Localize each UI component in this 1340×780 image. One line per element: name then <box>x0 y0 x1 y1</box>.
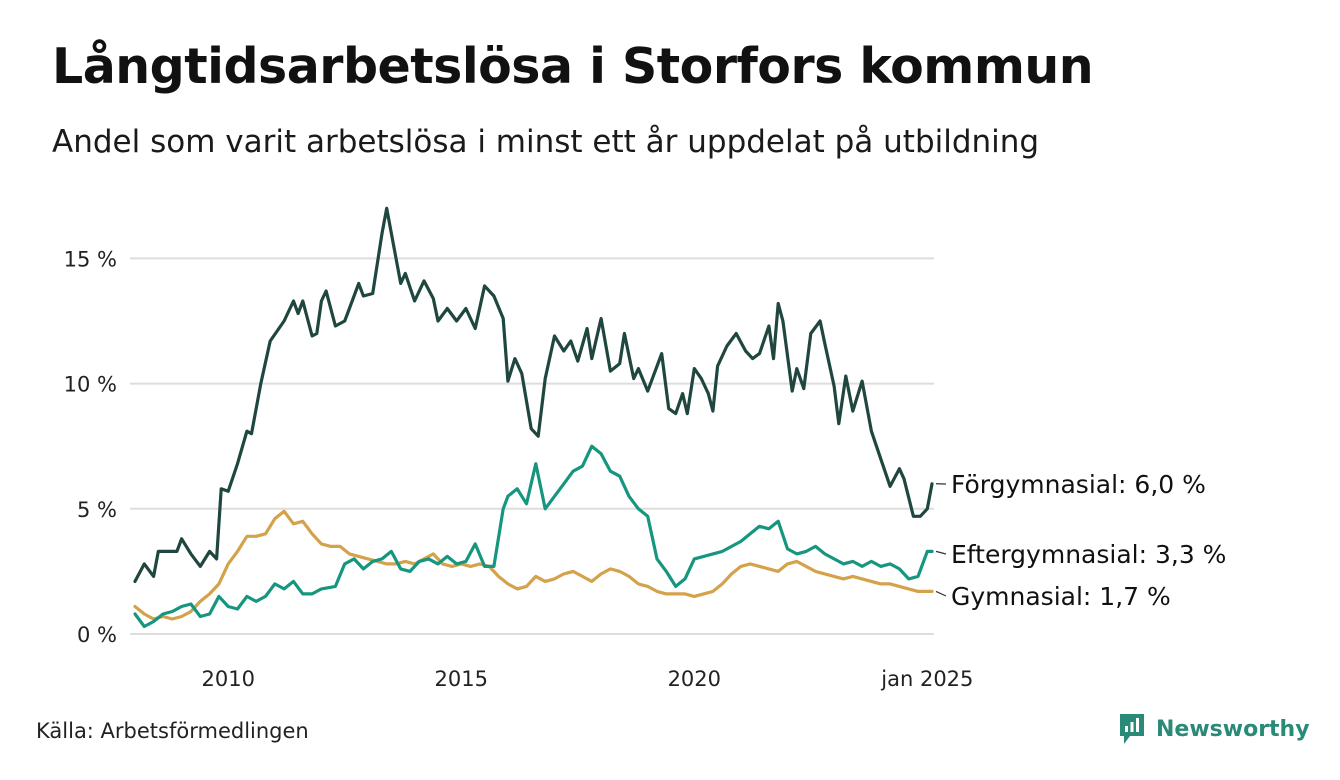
series-label-förgymnasial: Förgymnasial: 6,0 % <box>951 470 1206 499</box>
source-note: Källa: Arbetsförmedlingen <box>36 719 309 743</box>
y-axis-ticks: 0 % 5 % 10 % 15 % <box>64 247 117 647</box>
y-tick-label: 0 % <box>77 623 117 647</box>
gridlines <box>130 257 934 635</box>
x-tick-label: 2010 <box>201 667 254 691</box>
x-tick-label: jan 2025 <box>880 667 973 691</box>
chart-subtitle: Andel som varit arbetslösa i minst ett å… <box>52 124 1040 160</box>
x-axis-ticks: 2010 2015 2020 jan 2025 <box>201 667 973 691</box>
series-line-gymnasial <box>133 509 934 621</box>
brand-logo[interactable]: Newsworthy <box>1118 712 1310 746</box>
y-tick-label: 5 % <box>77 498 117 522</box>
x-tick-label: 2020 <box>668 667 721 691</box>
brand-name: Newsworthy <box>1156 716 1310 742</box>
y-tick-label: 15 % <box>64 247 117 271</box>
series-label-gymnasial: Gymnasial: 1,7 % <box>951 582 1171 611</box>
series-lines <box>133 206 934 629</box>
series-line-förgymnasial <box>133 206 934 583</box>
x-tick-label: 2015 <box>435 667 488 691</box>
line-chart: 0 % 5 % 10 % 15 % 2010 2015 2020 jan 2025 Förg… <box>64 206 1226 691</box>
label-leader <box>935 550 947 555</box>
series-labels: Förgymnasial: 6,0 % Eftergymnasial: 3,3 %… <box>935 470 1226 611</box>
y-tick-label: 10 % <box>64 373 117 397</box>
label-leader <box>935 590 947 597</box>
series-label-eftergymnasial: Eftergymnasial: 3,3 % <box>951 540 1226 569</box>
series-line-eftergymnasial <box>133 444 934 629</box>
newsworthy-logo-icon <box>1120 714 1144 744</box>
chart-title: Långtidsarbetslösa i Storfors kommun <box>52 38 1094 95</box>
